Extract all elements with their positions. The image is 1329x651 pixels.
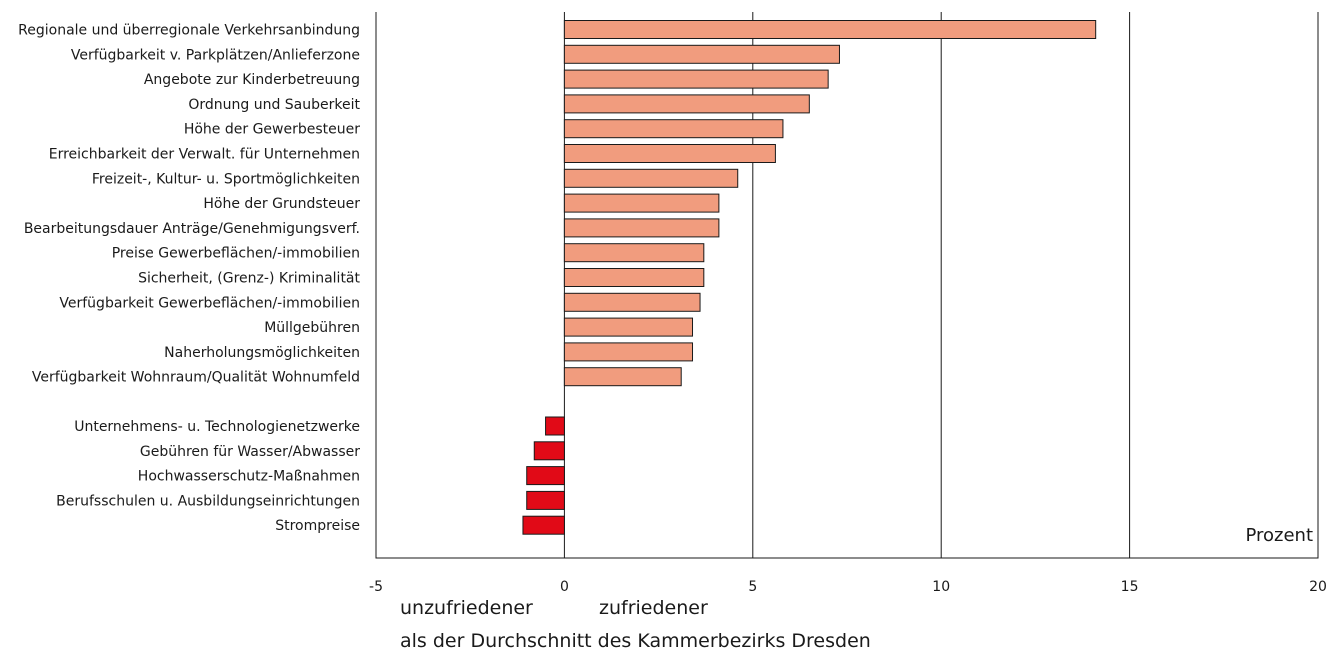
bar	[563, 44, 840, 64]
category-label: Müllgebühren	[264, 320, 360, 336]
bar	[526, 466, 565, 486]
category-label: Verfügbarkeit v. Parkplätzen/Anlieferzon…	[71, 47, 360, 63]
category-label: Höhe der Grundsteuer	[203, 196, 360, 212]
bar	[563, 119, 784, 139]
category-label: Höhe der Gewerbesteuer	[184, 122, 360, 138]
bar	[545, 416, 565, 436]
category-labels: Regionale und überregionale Verkehrsanbi…	[18, 23, 360, 535]
category-label: Bearbeitungsdauer Anträge/Genehmigungsve…	[24, 221, 360, 237]
x-tick-label: 10	[932, 579, 950, 595]
category-label: Ordnung und Sauberkeit	[188, 97, 360, 113]
bars	[522, 20, 1097, 535]
x-tick-label: 5	[748, 579, 757, 595]
bar	[563, 342, 694, 362]
bar	[526, 490, 565, 510]
x-tick-label: 15	[1121, 579, 1139, 595]
x-tick-label: 0	[560, 579, 569, 595]
bar	[563, 243, 705, 263]
bar	[563, 367, 682, 387]
x-tick-label: 20	[1309, 579, 1327, 595]
note-zufriedener: zufriedener	[599, 597, 708, 619]
plot-border	[375, 12, 1319, 559]
bar	[563, 317, 694, 337]
category-label: Regionale und überregionale Verkehrsanbi…	[18, 23, 360, 39]
category-label: Berufsschulen u. Ausbildungseinrichtunge…	[56, 493, 360, 509]
bar	[563, 168, 739, 188]
x-axis-ticks: -5 0 5 10 15 20	[369, 579, 1327, 595]
bar	[563, 144, 776, 163]
category-label: Verfügbarkeit Gewerbeflächen/-immobilien	[59, 295, 360, 311]
category-label: Gebühren für Wasser/Abwasser	[140, 444, 360, 460]
category-label: Strompreise	[275, 518, 360, 534]
category-label: Sicherheit, (Grenz-) Kriminalität	[138, 271, 360, 287]
plot-frame	[375, 12, 1319, 559]
bar	[563, 292, 701, 312]
category-label: Erreichbarkeit der Verwalt. für Unterneh…	[49, 147, 360, 163]
bar	[522, 515, 565, 535]
bar	[563, 218, 720, 238]
bar	[563, 268, 705, 287]
x-tick-label: -5	[369, 579, 383, 595]
category-label: Preise Gewerbeflächen/-immobilien	[112, 246, 360, 262]
category-label: Hochwasserschutz-Maßnahmen	[138, 469, 360, 485]
note-bottom: als der Durchschnitt des Kammerbezirks D…	[400, 630, 871, 651]
category-label: Naherholungsmöglichkeiten	[164, 345, 360, 361]
bar	[563, 193, 720, 213]
bar	[563, 20, 1097, 39]
category-label: Angebote zur Kinderbetreuung	[144, 72, 360, 88]
note-unzufriedener: unzufriedener	[400, 597, 533, 619]
bar	[563, 69, 829, 89]
unit-label: Prozent	[1245, 525, 1313, 546]
category-label: Verfügbarkeit Wohnraum/Qualität Wohnumfe…	[32, 370, 360, 386]
bar	[533, 441, 565, 461]
bar	[563, 94, 810, 114]
category-label: Unternehmens- u. Technologienetzwerke	[74, 419, 360, 435]
category-label: Freizeit-, Kultur- u. Sportmöglichkeiten	[92, 171, 360, 187]
